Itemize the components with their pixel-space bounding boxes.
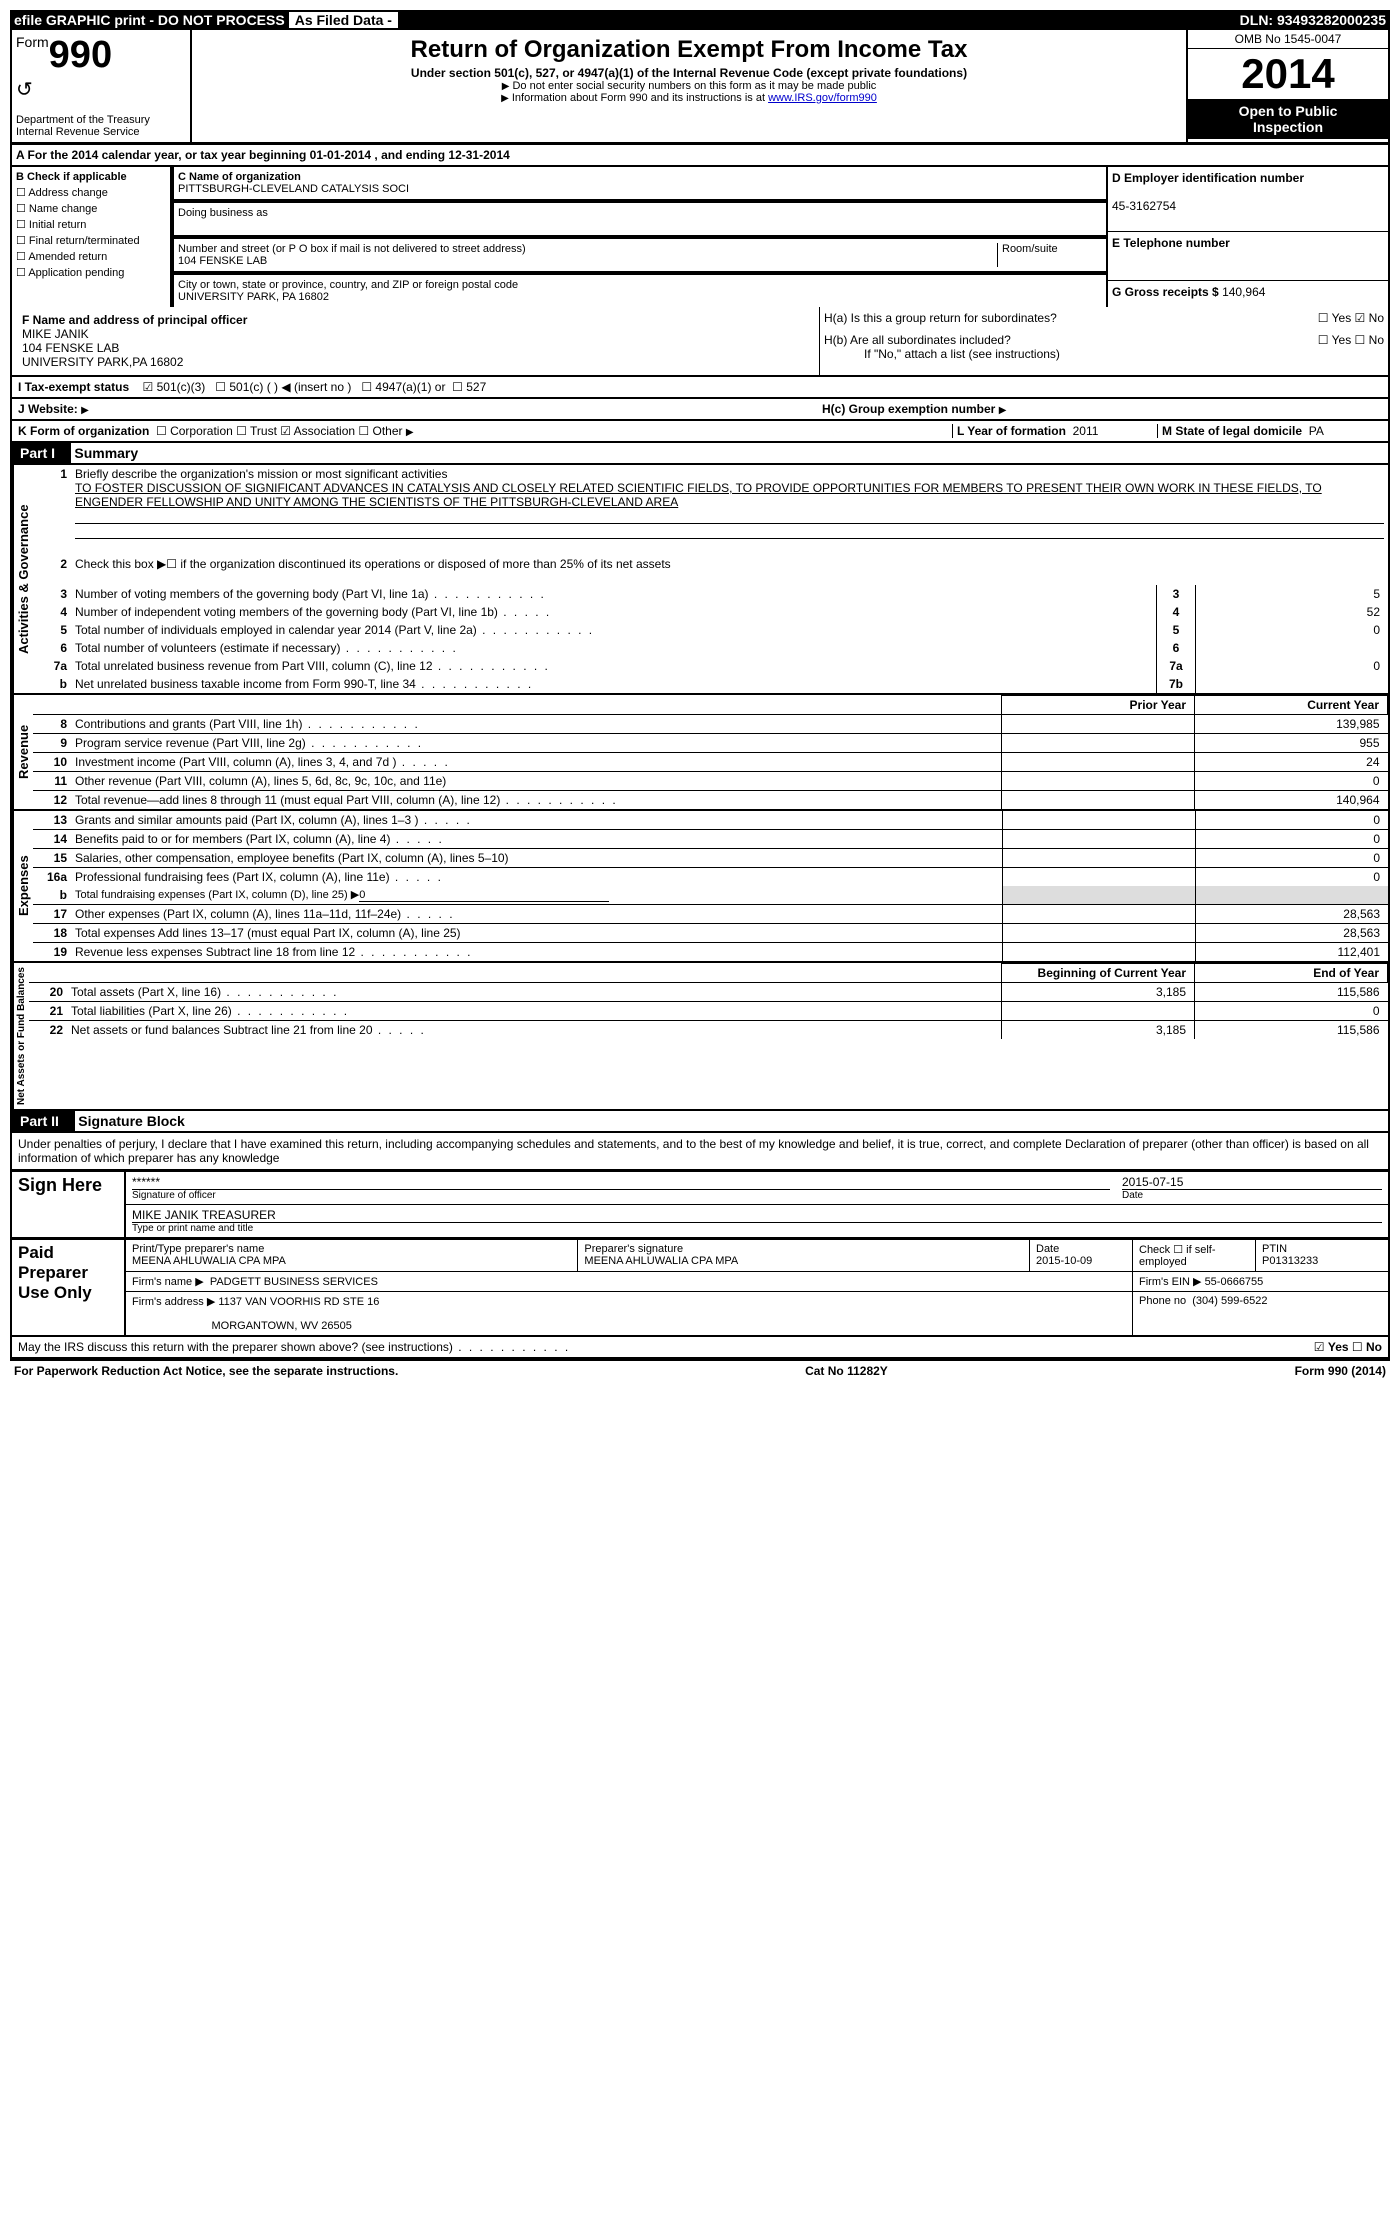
ha-label: H(a) Is this a group return for subordin… <box>824 311 1057 325</box>
part1-title: Summary <box>74 445 138 461</box>
efile-text: efile GRAPHIC print - DO NOT PROCESS <box>14 12 285 28</box>
side-netassets: Net Assets or Fund Balances <box>12 963 29 1109</box>
irs-link[interactable]: www.IRS.gov/form990 <box>768 92 877 104</box>
side-revenue: Revenue <box>12 695 33 809</box>
discuss-text: May the IRS discuss this return with the… <box>18 1340 570 1354</box>
j-label: J Website: <box>18 402 78 416</box>
org-name: PITTSBURGH-CLEVELAND CATALYSIS SOCI <box>178 183 409 195</box>
perjury-text: Under penalties of perjury, I declare th… <box>10 1133 1390 1171</box>
part2-title: Signature Block <box>78 1113 185 1129</box>
preparer-block: Paid Preparer Use Only Print/Type prepar… <box>10 1239 1390 1337</box>
form-header: Form990 ↺ Department of the Treasury Int… <box>10 30 1390 144</box>
side-activities: Activities & Governance <box>12 465 33 693</box>
form-title: Return of Organization Exempt From Incom… <box>200 36 1178 64</box>
cat-no: Cat No 11282Y <box>805 1364 888 1378</box>
addr-label: Number and street (or P O box if mail is… <box>178 243 526 255</box>
hc-label: H(c) Group exemption number <box>822 402 995 416</box>
check-name-change[interactable]: Name change <box>16 202 166 215</box>
hb-note: If "No," attach a list (see instructions… <box>864 347 1384 361</box>
i-label: I Tax-exempt status <box>18 380 129 394</box>
form-footer: Form 990 (2014) <box>1295 1364 1386 1378</box>
org-address: 104 FENSKE LAB <box>178 255 267 267</box>
form-note-1: Do not enter social security numbers on … <box>512 80 876 92</box>
as-filed-box: As Filed Data - <box>289 12 398 28</box>
dln-value: 93493282000235 <box>1277 12 1386 28</box>
check-initial-return[interactable]: Initial return <box>16 218 166 231</box>
form-subtitle: Under section 501(c), 527, or 4947(a)(1)… <box>200 66 1178 80</box>
side-expenses: Expenses <box>12 811 33 961</box>
dln-label: DLN: <box>1240 12 1273 28</box>
part1-header: Part I <box>12 443 71 463</box>
check-app-pending[interactable]: Application pending <box>16 266 166 279</box>
form-note-2: Information about Form 990 and its instr… <box>512 92 768 104</box>
tax-year: 2014 <box>1188 49 1388 99</box>
dept-line-1: Department of the Treasury <box>16 114 186 126</box>
c-name-label: C Name of organization <box>178 171 301 183</box>
dba-label: Doing business as <box>178 207 268 219</box>
f-label: F Name and address of principal officer <box>22 313 247 327</box>
top-bar: efile GRAPHIC print - DO NOT PROCESS As … <box>10 10 1390 30</box>
form-word: Form <box>16 34 49 50</box>
org-city: UNIVERSITY PARK, PA 16802 <box>178 291 329 303</box>
k-label: K Form of organization <box>18 424 149 438</box>
check-address-change[interactable]: Address change <box>16 186 166 199</box>
paperwork-notice: For Paperwork Reduction Act Notice, see … <box>14 1364 398 1378</box>
ein-value: 45-3162754 <box>1112 199 1176 213</box>
city-label: City or town, state or province, country… <box>178 279 518 291</box>
check-final-return[interactable]: Final return/terminated <box>16 234 166 247</box>
part2-header: Part II <box>12 1111 75 1131</box>
g-label: G Gross receipts $ <box>1112 285 1219 299</box>
e-label: E Telephone number <box>1112 236 1230 250</box>
d-label: D Employer identification number <box>1112 171 1304 185</box>
room-label: Room/suite <box>997 243 1102 267</box>
sign-block: Sign Here ****** Signature of officer 20… <box>10 1171 1390 1239</box>
row-a: A For the 2014 calendar year, or tax yea… <box>10 144 1390 167</box>
dept-line-2: Internal Revenue Service <box>16 126 186 138</box>
gross-receipts: 140,964 <box>1222 285 1265 299</box>
mission-text: TO FOSTER DISCUSSION OF SIGNIFICANT ADVA… <box>75 481 1322 509</box>
omb-number: OMB No 1545-0047 <box>1188 30 1388 49</box>
hb-label: H(b) Are all subordinates included? <box>824 333 1011 347</box>
b-label: B Check if applicable <box>16 171 127 183</box>
check-amended[interactable]: Amended return <box>16 250 166 263</box>
section-fh: F Name and address of principal officer … <box>10 307 1390 377</box>
section-bcd: B Check if applicable Address change Nam… <box>10 167 1390 307</box>
form-number: 990 <box>49 34 112 76</box>
